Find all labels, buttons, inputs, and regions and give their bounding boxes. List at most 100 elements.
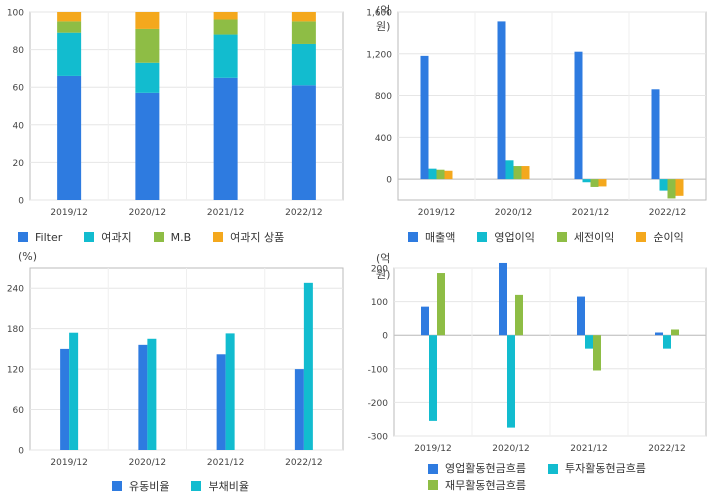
y-tick-label: 40 (13, 121, 25, 131)
y-tick-label: -300 (368, 433, 389, 443)
bar-series1-2022-12 (294, 369, 304, 450)
legend-item: 매출액 (408, 229, 455, 245)
legend-label: 재무활동현금흐름 (445, 478, 526, 492)
legend-item: Filter (18, 231, 62, 244)
legend-label: 영업이익 (494, 231, 535, 244)
bar-series3-2022-12 (671, 329, 679, 336)
y-tick-label: 180 (7, 325, 24, 335)
legend-swatch (547, 463, 558, 474)
y-tick-label: 800 (375, 92, 392, 102)
cashflow-legend: 영업활동현금흐름 투자활동현금흐름 재무활동현금흐름 (428, 461, 688, 494)
legend-item: 순이익 (636, 229, 684, 245)
bar-series1-2020-12 (138, 344, 148, 450)
income-chart: 0 400 800 1,200 1,600 2019/12 2020/12 2021/12 20… (366, 9, 707, 218)
bar-series1-2021-12 (574, 51, 583, 180)
bar-mb-2022-12 (291, 21, 316, 44)
legend-item: 부채비율 (191, 478, 249, 494)
legend-swatch (18, 232, 28, 242)
x-tick-label: 2022/12 (648, 444, 685, 454)
y-tick-label: 100 (371, 298, 388, 308)
y-tick-label: 0 (386, 176, 392, 186)
legend-swatch (428, 480, 438, 490)
bar-series2-2020-12 (505, 160, 514, 180)
bar-series2-2019-12 (429, 335, 437, 421)
y-tick-label: 0 (18, 447, 24, 457)
y-tick-label: 1,200 (366, 50, 392, 60)
bar-series-2020-12 (135, 62, 160, 93)
bar-filter-2020-12 (135, 92, 160, 200)
bar-series2-2019-12 (69, 332, 79, 450)
legend-swatch (477, 232, 488, 242)
legend-label: 순이익 (653, 231, 684, 244)
x-tick-label: 2020/12 (495, 208, 532, 218)
x-tick-label: 2022/12 (649, 208, 686, 218)
bar-series2-2022-12 (663, 335, 671, 349)
legend-swatch (556, 232, 567, 242)
y-tick-label: 60 (13, 84, 25, 94)
bar-mb-2020-12 (135, 28, 160, 63)
bar-series-2019-12 (57, 12, 82, 22)
legend-label: 세전이익 (573, 231, 615, 244)
y-tick-label: 120 (7, 366, 24, 376)
bar-mb-2019-12 (57, 21, 82, 33)
legend-item: 여과지 상품 (213, 229, 284, 245)
x-tick-label: 2021/12 (207, 208, 244, 218)
y-tick-label: 240 (7, 285, 24, 295)
x-tick-label: 2019/12 (414, 444, 451, 454)
bar-series3-2019-12 (436, 169, 445, 180)
y-tick-label: 60 (13, 406, 25, 416)
legend-swatch (428, 463, 438, 474)
bar-series1-2020-12 (497, 21, 506, 180)
y-tick-label: -200 (368, 399, 389, 409)
x-tick-label: 2020/12 (129, 458, 166, 468)
cashflow-chart: -300 -200 -100 0 100 200 2019/12 2020/12 2021/12… (368, 262, 707, 454)
bar-series1-2021-12 (216, 354, 226, 450)
x-tick-label: 2019/12 (50, 458, 87, 468)
legend-swatch (636, 232, 647, 242)
bar-series1-2021-12 (577, 296, 585, 336)
x-tick-label: 2020/12 (129, 208, 166, 218)
x-tick-label: 2022/12 (285, 208, 322, 218)
legend-item: 투자활동현금흐름 (547, 461, 646, 476)
x-tick-label: 2020/12 (492, 444, 529, 454)
bar-series3-2020-12 (515, 294, 523, 336)
bar-filter-2021-12 (213, 77, 238, 200)
bar-series2-2022-12 (659, 179, 668, 191)
bar-series2-2020-12 (507, 335, 515, 428)
bar-series3-2021-12 (590, 179, 599, 187)
y-tick-label: 100 (7, 9, 24, 19)
bar-series1-2019-12 (60, 348, 70, 450)
y-tick-label: 80 (13, 46, 25, 56)
bar-series2-2021-12 (225, 333, 235, 450)
legend-swatch (153, 232, 164, 242)
legend-swatch (84, 232, 95, 242)
y-tick-label: 0 (18, 197, 24, 207)
income-chart-unit: (억원) (376, 4, 391, 33)
bar-series2-2022-12 (303, 282, 313, 450)
product-mix-legend: Filter 여과지 M.B 여과지 상품 (18, 229, 306, 245)
income-legend: 매출액 영업이익 세전이익 순이익 (408, 229, 706, 245)
legend-item: 여과지 (84, 229, 132, 245)
y-tick-label: 400 (375, 134, 392, 144)
x-tick-label: 2021/12 (207, 458, 244, 468)
bar-series1-2020-12 (499, 262, 507, 336)
ratio-chart-unit: (%) (18, 250, 38, 263)
bar-series-2021-12 (213, 12, 238, 20)
legend-label: 투자활동현금흐름 (564, 462, 646, 475)
legend-label: 매출액 (425, 231, 456, 244)
y-tick-label: 0 (382, 332, 388, 342)
bar-series-2021-12 (213, 34, 238, 78)
bar-series3-2019-12 (437, 273, 445, 336)
legend-swatch (191, 481, 202, 491)
bar-series4-2021-12 (598, 179, 607, 187)
x-tick-label: 2021/12 (570, 444, 607, 454)
x-tick-label: 2019/12 (418, 208, 455, 218)
bar-series1-2022-12 (655, 332, 663, 336)
ratio-legend: 유동비율 부채비율 (112, 478, 271, 494)
y-tick-label: 200 (371, 265, 388, 275)
bar-series4-2020-12 (521, 166, 530, 180)
bar-series2-2021-12 (585, 335, 593, 349)
product-mix-chart: 0 20 40 60 80 100 2019/12 2020/12 2021/12 2022/12 (7, 9, 344, 218)
bar-series2-2019-12 (428, 168, 437, 180)
y-tick-label: 20 (13, 159, 25, 169)
